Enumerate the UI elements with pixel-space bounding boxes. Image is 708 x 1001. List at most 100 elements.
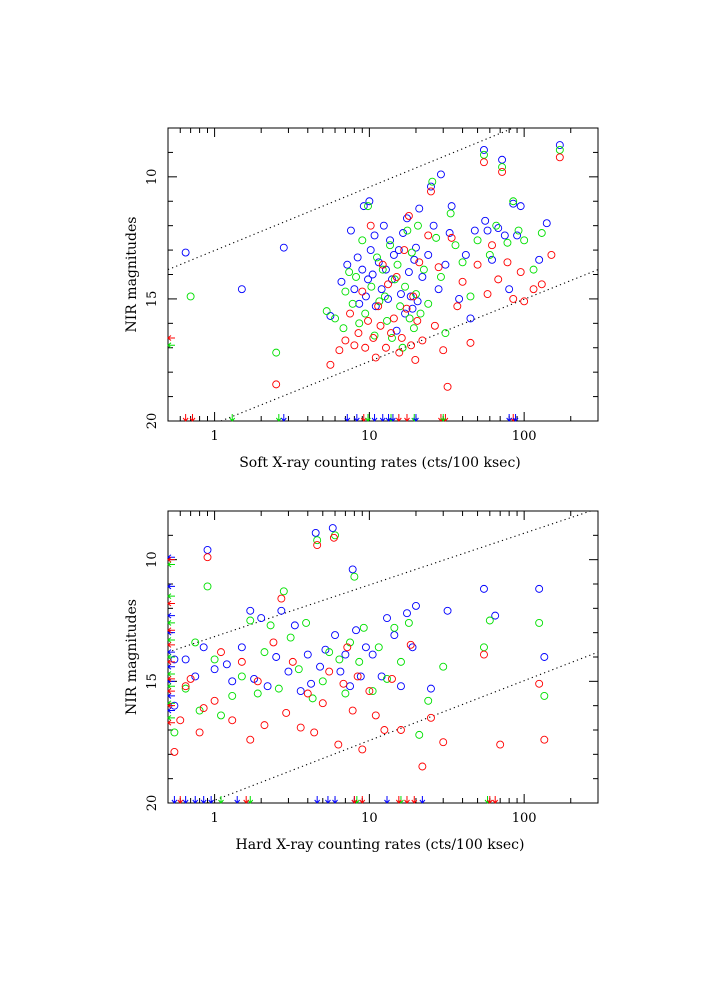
data-point-blue bbox=[350, 285, 359, 294]
data-point-blue bbox=[427, 684, 435, 693]
data-point-green bbox=[373, 253, 381, 262]
data-point-blue bbox=[377, 672, 386, 681]
data-point-blue bbox=[377, 285, 386, 294]
data-point-green bbox=[514, 226, 523, 235]
data-point-green bbox=[409, 324, 418, 333]
data-point-blue bbox=[397, 682, 405, 691]
data-point-green bbox=[335, 655, 344, 664]
data-point-green bbox=[485, 251, 494, 259]
data-point-red bbox=[466, 338, 475, 347]
data-point-blue bbox=[228, 677, 237, 686]
y-axis-label: NIR magnitudes bbox=[124, 217, 140, 333]
data-point-blue bbox=[352, 626, 360, 635]
data-point-green bbox=[355, 657, 364, 666]
data-point-green bbox=[466, 292, 475, 301]
data-point-green bbox=[378, 265, 387, 274]
data-point-blue bbox=[368, 650, 377, 659]
data-point-blue bbox=[443, 606, 452, 615]
data-point-green bbox=[397, 657, 405, 666]
data-point-blue bbox=[480, 146, 488, 154]
data-point-green bbox=[191, 638, 200, 647]
data-point-blue bbox=[436, 170, 445, 179]
data-point-red bbox=[406, 640, 415, 649]
data-point-blue bbox=[397, 290, 405, 298]
data-point-red bbox=[277, 594, 286, 603]
data-point-red bbox=[369, 334, 378, 342]
data-point-red bbox=[402, 304, 411, 313]
data-point-blue bbox=[257, 614, 266, 623]
data-point-red bbox=[388, 674, 396, 683]
upper-limit-arrow-red bbox=[351, 796, 358, 804]
data-point-red bbox=[458, 277, 467, 286]
data-point-blue bbox=[296, 687, 305, 696]
data-point-blue bbox=[535, 584, 544, 593]
data-point-blue bbox=[401, 309, 409, 318]
data-point-green bbox=[368, 687, 377, 696]
data-point-red bbox=[488, 241, 496, 250]
data-point-green bbox=[210, 655, 219, 664]
data-point-green bbox=[509, 197, 518, 206]
data-point-green bbox=[279, 587, 288, 596]
data-point-blue bbox=[494, 224, 503, 233]
data-point-green bbox=[419, 265, 428, 274]
upper-limit-arrow-blue bbox=[353, 414, 360, 422]
data-point-green bbox=[375, 297, 384, 306]
data-point-red bbox=[348, 706, 357, 715]
data-point-red bbox=[535, 679, 544, 688]
data-point-blue bbox=[403, 214, 411, 223]
data-point-blue bbox=[412, 601, 420, 610]
data-point-green bbox=[355, 319, 364, 328]
data-point-red bbox=[555, 153, 564, 162]
data-point-red bbox=[186, 674, 195, 683]
data-point-green bbox=[407, 248, 416, 257]
data-point-blue bbox=[328, 524, 337, 532]
upper-limit-arrow-red bbox=[177, 796, 184, 804]
data-point-green bbox=[535, 618, 544, 627]
data-point-red bbox=[413, 316, 422, 325]
upper-limit-arrow-red bbox=[438, 414, 444, 422]
upper-limit-arrow-green bbox=[167, 342, 175, 349]
y-tick-label: 20 bbox=[145, 795, 160, 812]
upper-limit-arrow-red bbox=[411, 796, 418, 804]
data-point-blue bbox=[408, 304, 417, 313]
upper-limit-arrow-green bbox=[167, 714, 175, 721]
upper-limit-arrow-red bbox=[243, 796, 250, 804]
data-point-red bbox=[329, 533, 338, 542]
data-point-blue bbox=[390, 631, 399, 640]
upper-limit-arrow-blue bbox=[390, 414, 396, 422]
data-point-red bbox=[253, 677, 262, 686]
data-point-blue bbox=[388, 275, 396, 284]
data-point-blue bbox=[415, 204, 424, 213]
data-point-red bbox=[397, 334, 406, 342]
upper-limit-arrow-green bbox=[167, 561, 175, 568]
data-point-green bbox=[203, 582, 212, 591]
upper-limit-arrow-blue bbox=[167, 554, 175, 561]
data-point-green bbox=[260, 648, 269, 657]
data-point-green bbox=[492, 221, 501, 230]
data-point-red bbox=[404, 211, 413, 220]
data-point-red bbox=[494, 275, 503, 284]
upper-limit-arrow-green bbox=[167, 700, 175, 707]
data-point-blue bbox=[483, 226, 492, 235]
data-point-blue bbox=[410, 255, 419, 264]
upper-limit-arrow-red bbox=[167, 658, 175, 665]
data-point-red bbox=[365, 687, 374, 696]
data-point-blue bbox=[366, 246, 375, 255]
data-point-blue bbox=[307, 679, 316, 688]
data-point-red bbox=[181, 682, 190, 691]
data-point-blue bbox=[364, 275, 372, 284]
upper-limit-arrow-red bbox=[492, 796, 499, 804]
plot-frame bbox=[167, 127, 599, 422]
data-point-red bbox=[480, 650, 488, 659]
data-point-red bbox=[384, 280, 392, 289]
data-point-blue bbox=[480, 584, 488, 593]
data-point-green bbox=[186, 292, 195, 301]
data-point-red bbox=[217, 648, 225, 657]
data-point-green bbox=[380, 292, 389, 301]
data-point-green bbox=[313, 536, 322, 545]
data-point-blue bbox=[412, 243, 420, 252]
data-point-red bbox=[343, 643, 352, 652]
data-point-red bbox=[418, 336, 427, 345]
data-point-red bbox=[354, 329, 363, 338]
data-point-blue bbox=[427, 182, 435, 191]
